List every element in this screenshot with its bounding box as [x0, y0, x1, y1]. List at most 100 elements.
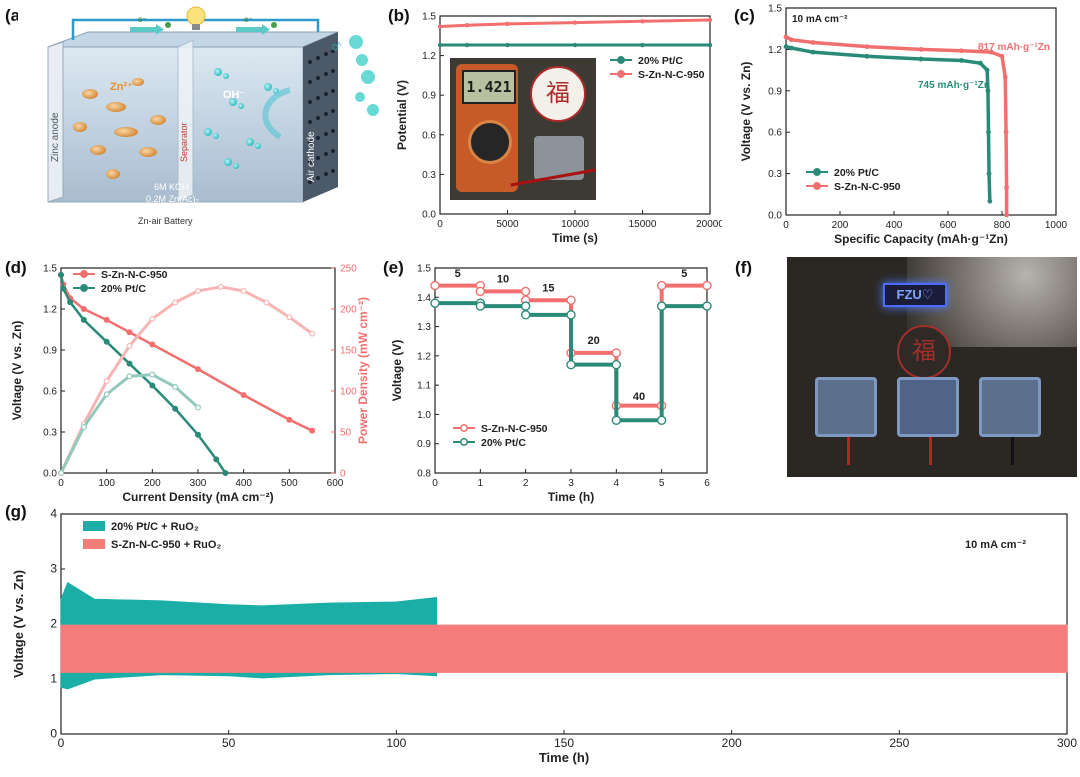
c-point-1-4	[918, 47, 924, 52]
separator-plate	[177, 39, 194, 203]
e-step-label-3: 20	[588, 335, 600, 347]
b-xtick-label: 0	[437, 219, 443, 230]
c-point-0-0	[783, 44, 789, 50]
c-point-1-8	[1002, 74, 1008, 80]
o2-label: O₂	[329, 38, 343, 53]
c-point-0-2	[810, 49, 816, 55]
electron-arrow-left	[130, 22, 171, 35]
battery-label: Zn-air Battery	[138, 216, 193, 226]
c-point-1-5	[959, 48, 964, 54]
e-point-end-0-3	[611, 348, 622, 358]
c-point-1-10	[1004, 185, 1009, 190]
e-point-start-0-5	[656, 280, 667, 291]
b-ytick-label: 0.9	[422, 91, 436, 102]
c-legend-1-label: S-Zn-N-C-950	[834, 181, 901, 193]
b-legend-1-label: S-Zn-N-C-950	[638, 69, 705, 81]
e-xtick-label: 2	[523, 478, 529, 489]
d-point-2-4	[149, 315, 156, 322]
d-point-0-3	[80, 305, 87, 312]
e-point-start-0-0	[430, 280, 440, 291]
e-point-end-0-1	[520, 286, 531, 297]
e-ytick-label: 1.2	[417, 351, 431, 362]
c-ytick-label: 0.0	[768, 211, 782, 222]
c-point-1-2	[810, 40, 816, 45]
panel-f-label: (f)	[735, 258, 752, 277]
g-ytick-label: 3	[50, 562, 57, 576]
b-ytick-label: 0.3	[422, 170, 436, 181]
c-point-0-8	[985, 88, 991, 94]
chart-g: 0 50 100 150 200 250 300 0 1 2 3 4 Time (h) Voltage (…	[11, 507, 1077, 766]
c-point-0-7	[984, 67, 990, 73]
c-xtick-label: 1000	[1045, 220, 1068, 231]
g-title: 10 mA cm⁻²	[965, 539, 1026, 551]
d-ytick-label: 0.3	[43, 428, 57, 439]
e-step-label-4: 40	[633, 391, 645, 403]
c-point-0-4	[918, 56, 924, 62]
d-point-0-6	[149, 341, 156, 348]
panel-g-label: (g)	[5, 502, 27, 521]
d-legend-0-label: S-Zn-N-C-950	[101, 269, 168, 281]
e-ytick-label: 1.0	[417, 410, 431, 421]
d-point-0-9	[286, 416, 293, 423]
c-point-1-1	[789, 37, 794, 43]
d-xtick-label: 500	[281, 478, 298, 489]
g-legend-label-0: 20% Pt/C + RuO₂	[111, 521, 199, 533]
b-ytick-label: 0.6	[422, 130, 436, 141]
b-point-1-0	[437, 24, 443, 29]
c-ytick-label: 0.3	[768, 169, 782, 180]
b-point-0-5	[707, 42, 713, 48]
d-legend-1-marker	[80, 284, 88, 292]
d-point-1-10	[222, 470, 229, 477]
photo-led-demo: FZU♡ 福	[787, 257, 1077, 477]
d-point-1-5	[126, 360, 133, 367]
e-point-end-1-4	[656, 415, 667, 425]
d-xtick-label: 600	[327, 478, 344, 489]
c-point-1-3	[864, 44, 870, 50]
d-legend-1-label: 20% Pt/C	[101, 283, 146, 295]
c-point-0-1	[789, 45, 794, 51]
b-point-1-4	[640, 19, 645, 24]
electron-label-1: e⁻	[138, 15, 147, 24]
e-point-end-1-5	[702, 301, 712, 311]
d-point-0-10	[309, 427, 316, 434]
d-point-1-7	[172, 405, 179, 412]
b-point-1-3	[572, 20, 578, 25]
e-point-start-1-3	[566, 359, 576, 370]
d-point-1-4	[103, 338, 110, 345]
c-plot-frame	[785, 7, 1057, 216]
wire-red-2	[929, 437, 932, 465]
b-point-0-0	[437, 42, 443, 48]
g-xlabel: Time (h)	[539, 750, 589, 765]
e-xtick-label: 3	[568, 478, 574, 489]
e-point-start-1-0	[430, 298, 440, 308]
b-legend-1-marker	[617, 70, 625, 78]
d-point-3-4	[149, 371, 156, 378]
d-y2tick-label: 250	[340, 264, 357, 275]
d-point-1-0	[57, 271, 64, 278]
d-ytick-label: 0.0	[43, 469, 57, 480]
d-ytick-label: 1.2	[43, 305, 57, 316]
d-ytick-label: 1.5	[43, 264, 57, 275]
c-point-0-9	[986, 129, 991, 135]
g-xtick-label: 300	[1057, 736, 1077, 750]
d-point-0-7	[195, 366, 202, 373]
c-series-1	[785, 35, 1009, 215]
e-step-label-2: 15	[542, 282, 554, 294]
e-xtick-label: 6	[704, 478, 710, 489]
e-point-start-1-1	[475, 301, 486, 311]
c-xtick-label: 200	[832, 220, 849, 231]
b-point-0-2	[505, 42, 510, 48]
c-point-0-5	[959, 58, 964, 63]
g-xtick-label: 100	[386, 736, 406, 750]
university-logo: 福	[530, 66, 586, 122]
zinc-anode-plate	[47, 41, 64, 203]
c-point-1-6	[988, 49, 994, 55]
d-y2tick-label: 200	[340, 305, 357, 316]
d-xtick-label: 400	[235, 478, 252, 489]
c-xtick-label: 800	[994, 220, 1011, 231]
c-ylabel: Voltage (V vs. Zn)	[739, 62, 753, 162]
d-y2tick-label: 50	[340, 428, 352, 439]
b-point-1-5	[707, 17, 713, 23]
d-point-1-6	[149, 382, 156, 389]
